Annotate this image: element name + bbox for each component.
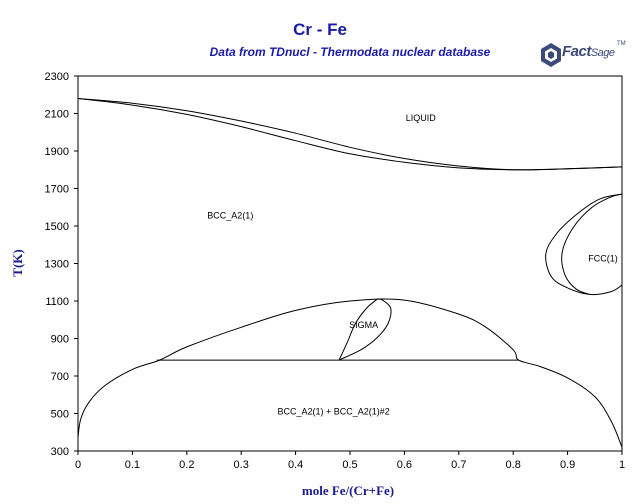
y-tick-label: 1900 <box>45 146 69 158</box>
x-tick-label: 0.2 <box>179 459 194 471</box>
boundary-solidus <box>77 98 623 171</box>
x-axis-label: mole Fe/(Cr+Fe) <box>302 483 394 498</box>
chart-subtitle: Data from TDnucl - Thermodata nuclear da… <box>209 45 491 59</box>
x-tick-label: 0.5 <box>342 459 357 471</box>
x-tick-label: 0.6 <box>397 459 412 471</box>
factsage-logo-icon <box>541 43 561 67</box>
x-tick-label: 0 <box>75 459 81 471</box>
y-tick-label: 1500 <box>45 221 69 233</box>
factsage-logo-text: FactSage <box>562 43 615 60</box>
boundary-sigma-right <box>338 298 392 361</box>
region-label: LIQUID <box>406 113 437 123</box>
x-tick-label: 0.4 <box>288 459 303 471</box>
factsage-logo-tm: TM <box>617 41 626 47</box>
x-tick-label: 0.9 <box>560 459 575 471</box>
chart-title: Cr - Fe <box>293 20 347 39</box>
y-tick-label: 700 <box>51 371 69 383</box>
region-labels: LIQUID BCC_A2(1) FCC(1) SIGMA BCC_A2(1) + BC… <box>207 113 617 416</box>
x-axis-ticks: 0 0.1 0.2 0.3 0.4 0.5 0.6 0.7 0.8 0.9 1 <box>75 451 625 471</box>
y-axis-ticks: 300 500 700 900 1100 1300 1500 1700 1900 2100 2300 <box>45 71 78 458</box>
boundary-gamma-loop-inner <box>561 193 623 295</box>
boundary-sigma-left <box>338 298 378 361</box>
x-tick-label: 0.7 <box>451 459 466 471</box>
y-tick-label: 500 <box>51 409 69 421</box>
y-tick-label: 1700 <box>45 184 69 196</box>
factsage-logo: FactSage TM <box>540 40 626 70</box>
y-axis-label: T(K) <box>10 249 25 276</box>
plot-frame <box>77 75 623 452</box>
y-tick-label: 900 <box>51 334 69 346</box>
x-tick-label: 0.8 <box>506 459 521 471</box>
x-tick-label: 1 <box>619 459 625 471</box>
y-tick-label: 1300 <box>45 259 69 271</box>
boundary-miscibility-gap <box>77 298 623 448</box>
y-tick-label: 2100 <box>45 109 69 121</box>
phase-boundaries <box>77 98 623 448</box>
boundary-gamma-loop-outer <box>545 193 623 296</box>
region-label: BCC_A2(1) + BCC_A2(1)#2 <box>278 406 390 416</box>
region-label: BCC_A2(1) <box>207 211 253 221</box>
region-label: FCC(1) <box>588 254 618 264</box>
region-label: SIGMA <box>349 320 378 330</box>
x-tick-label: 0.3 <box>234 459 249 471</box>
x-tick-label: 0.1 <box>125 459 140 471</box>
y-tick-label: 2300 <box>45 71 69 83</box>
y-tick-label: 1100 <box>45 296 69 308</box>
plot-area <box>77 75 623 452</box>
y-tick-label: 300 <box>51 446 69 458</box>
